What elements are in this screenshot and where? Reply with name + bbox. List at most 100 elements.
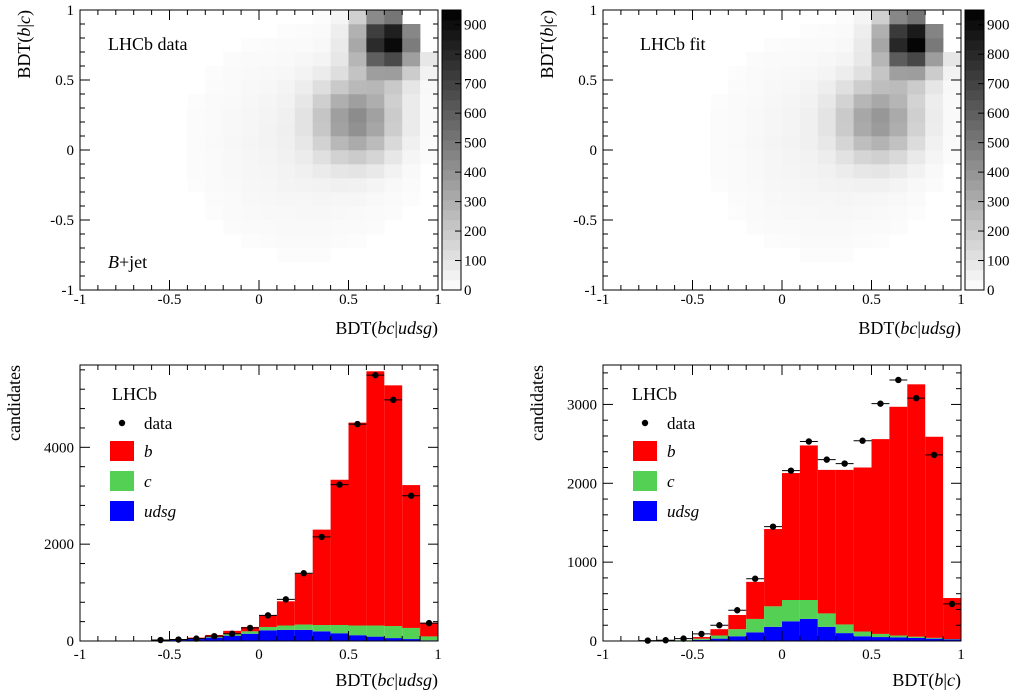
data-point	[157, 636, 164, 644]
heat-cell	[728, 192, 747, 207]
axes: -1 -0.5 0 0.5 1 0 2000 4000 BDT(bc|udsg) candidat…	[4, 365, 442, 691]
heat-cell	[782, 206, 801, 221]
heat-cell	[402, 94, 421, 109]
data-point	[716, 622, 723, 629]
colorbar-swatch	[965, 30, 984, 41]
heat-cell	[312, 234, 331, 249]
heat-cell	[223, 94, 242, 109]
y-tick-label: 1	[67, 3, 75, 19]
heat-cell	[330, 178, 349, 193]
heat-cell	[294, 136, 313, 151]
heat-cell	[384, 24, 403, 39]
heat-cell	[799, 164, 819, 179]
heat-cell	[312, 220, 331, 235]
heat-cell	[187, 122, 206, 137]
bar-udsg	[312, 631, 331, 641]
heat-cell	[348, 178, 367, 193]
bar-udsg	[746, 632, 765, 641]
legend-label: udsg	[144, 502, 176, 521]
heat-cell	[782, 108, 801, 123]
heat-cell	[764, 164, 783, 179]
heat-cell	[402, 164, 421, 179]
heat-cell	[943, 108, 962, 123]
colorbar-tick-label: 200	[987, 224, 1010, 240]
heat-cell	[259, 80, 278, 95]
x-tick-label: 1	[434, 292, 442, 308]
heat-cell	[259, 38, 278, 53]
heat-cell	[925, 94, 944, 109]
heat-cell	[835, 38, 854, 53]
heat-cell	[241, 52, 260, 67]
data-point	[859, 437, 866, 444]
heat-cell	[835, 10, 854, 25]
heat-cell	[907, 94, 926, 109]
heat-cell	[817, 122, 836, 137]
heat-cell	[276, 24, 296, 39]
heat-cell	[817, 66, 836, 81]
stacked-bars	[151, 371, 438, 641]
heat-cell	[728, 80, 747, 95]
heat-cell	[746, 66, 765, 81]
heat-cell	[259, 234, 278, 249]
heat-cell	[348, 150, 367, 165]
heat-cell	[276, 234, 296, 249]
bar-udsg	[799, 618, 818, 641]
heat-cell	[907, 136, 926, 151]
heatmap-panel-data: -1 -0.5 0 0.5 1 -1 -0.5 0 0.5 1 BDT(bc|udsg) BDT(b|…	[14, 3, 487, 339]
bar-b	[294, 573, 313, 625]
bar-b	[312, 529, 331, 626]
colorbar-swatch	[965, 210, 984, 221]
heat-cell	[710, 164, 729, 179]
heat-cell	[348, 52, 367, 67]
heat-cell	[782, 136, 801, 151]
heat-cell	[276, 52, 296, 67]
heat-cell	[223, 192, 242, 207]
bar-c	[889, 635, 908, 638]
bar-udsg	[276, 629, 295, 641]
heat-cell	[241, 38, 260, 53]
heat-cell	[384, 38, 403, 53]
heat-cell	[312, 108, 331, 123]
heat-cell	[728, 136, 747, 151]
heat-cell	[384, 10, 403, 25]
heat-cell	[223, 164, 242, 179]
y-tick-label: 2000	[567, 476, 597, 492]
bar-b	[384, 385, 403, 626]
heat-cell	[943, 150, 962, 165]
colorbar-swatch	[442, 170, 461, 181]
x-tick-label: -1	[597, 647, 610, 663]
data-point	[282, 596, 290, 603]
bar-b	[692, 637, 711, 639]
y-axis-label: BDT(b|c)	[14, 10, 35, 79]
stacked-histogram-right: -1 -0.5 0 0.5 1 0 1000 2000 3000 BDT(b|c) candidat…	[527, 364, 965, 691]
x-tick-label: 1	[434, 647, 442, 663]
heat-cell	[241, 122, 260, 137]
heat-cell	[330, 66, 349, 81]
heat-cell	[402, 52, 421, 67]
heat-cell	[782, 94, 801, 109]
colorbar-swatch	[965, 240, 984, 251]
heat-cell	[294, 164, 313, 179]
colorbar-swatch	[442, 40, 461, 51]
heat-cell	[402, 38, 421, 53]
heat-cell	[384, 206, 403, 221]
heat-cell	[943, 66, 962, 81]
legend-swatch	[633, 471, 657, 491]
heat-cell	[782, 164, 801, 179]
heat-cell	[205, 150, 224, 165]
heat-cell	[746, 164, 765, 179]
colorbar-swatch	[965, 270, 984, 281]
heat-cell	[746, 52, 765, 67]
colorbar-swatch	[965, 230, 984, 241]
heat-cell	[782, 234, 801, 249]
colorbar-swatch	[965, 130, 984, 141]
bar-c	[276, 625, 295, 630]
heat-cell	[799, 38, 819, 53]
heat-cell	[241, 66, 260, 81]
legend-label: b	[144, 442, 153, 461]
colorbar-swatch	[442, 220, 461, 231]
x-tick-label: 0.5	[339, 647, 358, 663]
heat-cell	[925, 178, 944, 193]
colorbar-tick-label: 700	[987, 77, 1010, 93]
bar-c	[835, 624, 854, 634]
